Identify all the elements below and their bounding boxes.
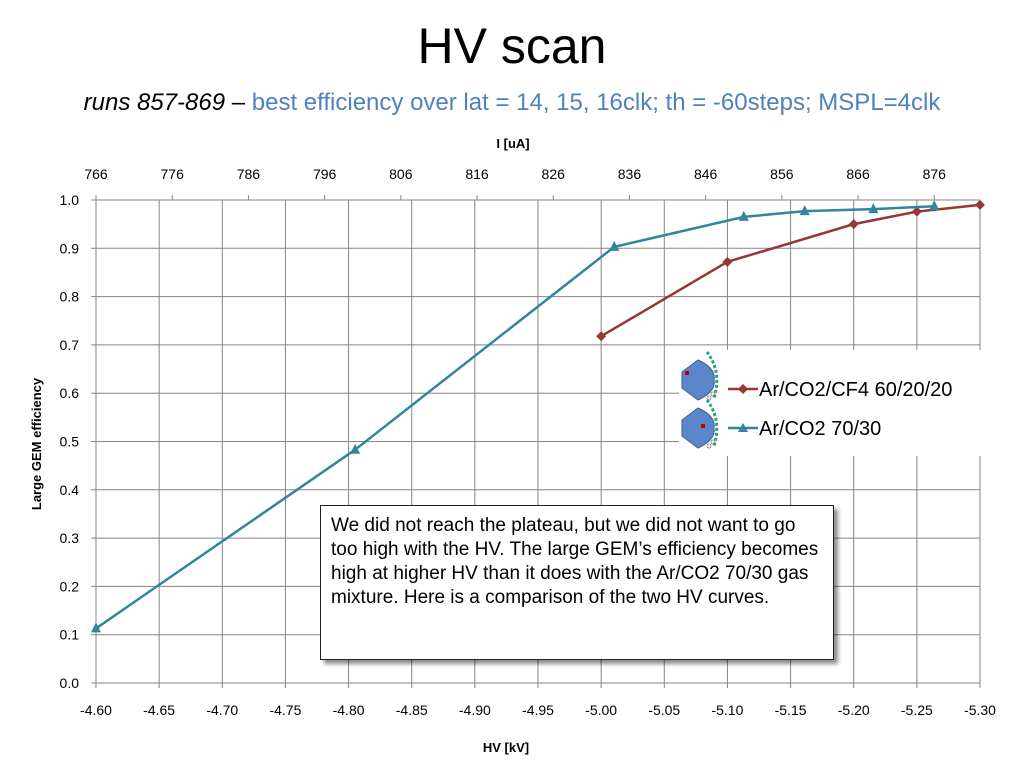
data-point-1: [609, 240, 620, 251]
y-tick-label: 0.1: [60, 627, 80, 643]
y-tick-label: 0.9: [60, 240, 80, 256]
x-tick-label: -5.15: [775, 702, 807, 718]
legend: Ar/CO2/CF4 60/20/20 Ar/CO2 70/30: [679, 350, 990, 456]
data-point-0: [975, 199, 985, 210]
x2-tick-label: 816: [465, 166, 489, 182]
legend-item-cf4: Ar/CO2/CF4 60/20/20: [681, 351, 952, 401]
x-tick-label: -4.85: [396, 702, 428, 718]
x-tick-label: -5.00: [585, 702, 617, 718]
legend-item-co2: Ar/CO2 70/30: [681, 399, 881, 449]
x-tick-label: -4.75: [269, 702, 301, 718]
y-tick-label: 0.6: [60, 385, 80, 401]
x-tick-label: -4.70: [206, 702, 238, 718]
slide-subtitle: runs 857-869 – best efficiency over lat …: [0, 88, 1024, 118]
legend-label-cf4: Ar/CO2/CF4 60/20/20: [759, 379, 952, 401]
x-tick-label: -5.20: [838, 702, 870, 718]
x-axis-title: HV [kV]: [483, 740, 529, 755]
x2-tick-label: 836: [618, 166, 642, 182]
legend-label-co2: Ar/CO2 70/30: [759, 418, 881, 440]
x-tick-label: -4.90: [459, 702, 491, 718]
gem-sector-icon: [681, 351, 719, 401]
x-tick-label: -4.60: [80, 702, 112, 718]
subtitle-detail: best efficiency over lat = 14, 15, 16clk…: [251, 89, 941, 116]
y-tick-label: 0.2: [60, 578, 80, 594]
legend-marker-cf4: [738, 384, 748, 394]
data-point-1: [868, 203, 879, 214]
x-tick-label: -4.65: [143, 702, 175, 718]
x-tick-label: -5.25: [901, 702, 933, 718]
note-box: We did not reach the plateau, but we did…: [320, 505, 834, 660]
legend-box: [679, 350, 990, 456]
data-point-0: [722, 256, 733, 267]
x2-tick-label: 826: [542, 166, 566, 182]
x2-tick-label: 876: [923, 166, 947, 182]
y-axis-title: Large GEM efficiency: [29, 377, 44, 510]
data-point-1: [91, 622, 101, 633]
data-point-1: [350, 443, 361, 454]
x2-tick-label: 766: [84, 166, 108, 182]
data-point-1: [799, 205, 810, 216]
y-tick-label: 0.3: [60, 530, 80, 546]
y-tick-label: 0.4: [60, 482, 80, 498]
series: [91, 199, 985, 633]
x2-tick-label: 786: [237, 166, 261, 182]
data-point-0: [848, 219, 859, 230]
x-tick-label: -5.05: [648, 702, 680, 718]
data-point-0: [596, 331, 607, 342]
x2-axis-title: I [uA]: [496, 136, 529, 151]
x-tick-label: -4.95: [522, 702, 554, 718]
x2-tick-label: 856: [770, 166, 794, 182]
x2-tick-label: 796: [313, 166, 337, 182]
data-point-1: [929, 200, 940, 211]
y-tick-label: 1.0: [60, 192, 80, 208]
x2-tick-label: 846: [694, 166, 718, 182]
x2-tick-label: 806: [389, 166, 413, 182]
tick-labels: 0.0 0.1 0.2 0.3 0.4 0.5 0.6 0.7 0.8 0.9 1.0 -4.60 -4…: [60, 166, 997, 718]
y-tick-label: 0.7: [60, 337, 80, 353]
gem-sector-icon: [681, 399, 719, 449]
x-tick-label: -4.80: [333, 702, 365, 718]
x2-tick-label: 776: [161, 166, 185, 182]
x-tick-label: -5.10: [711, 702, 743, 718]
x2-tick-label: 866: [846, 166, 870, 182]
subtitle-runs: runs 857-869: [83, 89, 226, 116]
legend-marker-co2: [738, 423, 748, 432]
slide-title: HV scan: [417, 18, 607, 74]
y-tick-label: 0.5: [60, 434, 80, 450]
data-point-1: [738, 210, 749, 221]
data-point-0: [911, 206, 922, 217]
y-tick-label: 0.0: [60, 675, 80, 691]
y-tick-label: 0.8: [60, 289, 80, 305]
subtitle-dash: –: [225, 89, 252, 116]
x-tick-label: -5.30: [964, 702, 996, 718]
